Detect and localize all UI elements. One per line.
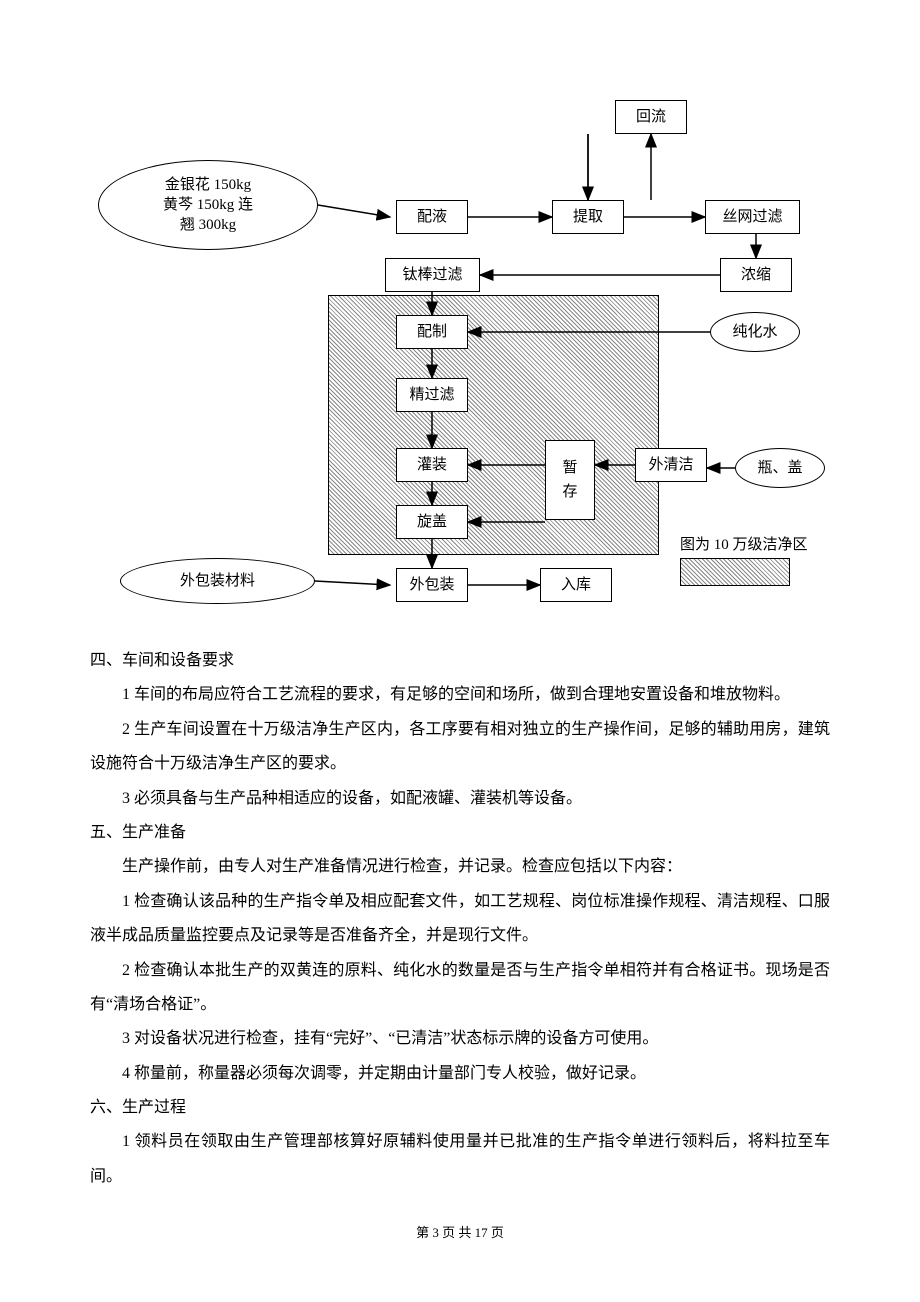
clean-zone-region — [328, 295, 659, 555]
node-outer-packing-material: 外包装材料 — [120, 558, 315, 604]
node-extraction: 提取 — [552, 200, 624, 234]
node-mixing: 配液 — [396, 200, 468, 234]
node-outer-clean: 外清洁 — [635, 448, 707, 482]
node-concentrate: 浓缩 — [720, 258, 792, 292]
paragraph: 生产操作前，由专人对生产准备情况进行检查，并记录。检查应包括以下内容： — [90, 850, 830, 884]
document-body: 四、车间和设备要求 1 车间的布局应符合工艺流程的要求，有足够的空间和场所，做到合… — [90, 650, 830, 1194]
node-outer-pack: 外包装 — [396, 568, 468, 602]
paragraph: 1 领料员在领取由生产管理部核算好原辅料使用量并已批准的生产指令单进行领料后，将… — [90, 1125, 830, 1194]
process-flowchart: 图为 10 万级洁净区 金银花 150kg 黄芩 150kg 连 翘 300kg… — [90, 90, 830, 620]
node-temp-store: 暂 存 — [545, 440, 595, 520]
paragraph: 3 必须具备与生产品种相适应的设备，如配液罐、灌装机等设备。 — [90, 782, 830, 816]
section-heading: 五、生产准备 — [90, 822, 830, 844]
clean-zone-swatch — [680, 558, 790, 586]
node-fine-filter: 精过滤 — [396, 378, 468, 412]
node-ingredients: 金银花 150kg 黄芩 150kg 连 翘 300kg — [98, 160, 318, 250]
paragraph: 2 检查确认本批生产的双黄连的原料、纯化水的数量是否与生产指令单相符并有合格证书… — [90, 954, 830, 1023]
paragraph: 1 车间的布局应符合工艺流程的要求，有足够的空间和场所，做到合理地安置设备和堆放… — [90, 678, 830, 712]
paragraph: 4 称量前，称量器必须每次调零，并定期由计量部门专人校验，做好记录。 — [90, 1057, 830, 1091]
section-heading: 四、车间和设备要求 — [90, 650, 830, 672]
node-preparation: 配制 — [396, 315, 468, 349]
node-filling: 灌装 — [396, 448, 468, 482]
page-footer: 第 3 页 共 17 页 — [90, 1224, 830, 1242]
node-reflux: 回流 — [615, 100, 687, 134]
paragraph: 2 生产车间设置在十万级洁净生产区内，各工序要有相对独立的生产操作间，足够的辅助… — [90, 713, 830, 782]
node-bottle-cap: 瓶、盖 — [735, 448, 825, 488]
section-heading: 六、生产过程 — [90, 1097, 830, 1119]
node-purified-water: 纯化水 — [710, 312, 800, 352]
node-ti-filter: 钛棒过滤 — [385, 258, 480, 292]
paragraph: 3 对设备状况进行检查，挂有“完好”、“已清洁”状态标示牌的设备方可使用。 — [90, 1022, 830, 1056]
paragraph: 1 检查确认该品种的生产指令单及相应配套文件，如工艺规程、岗位标准操作规程、清洁… — [90, 885, 830, 954]
node-storage: 入库 — [540, 568, 612, 602]
clean-zone-label: 图为 10 万级洁净区 — [680, 535, 808, 556]
node-capping: 旋盖 — [396, 505, 468, 539]
node-mesh-filter: 丝网过滤 — [705, 200, 800, 234]
